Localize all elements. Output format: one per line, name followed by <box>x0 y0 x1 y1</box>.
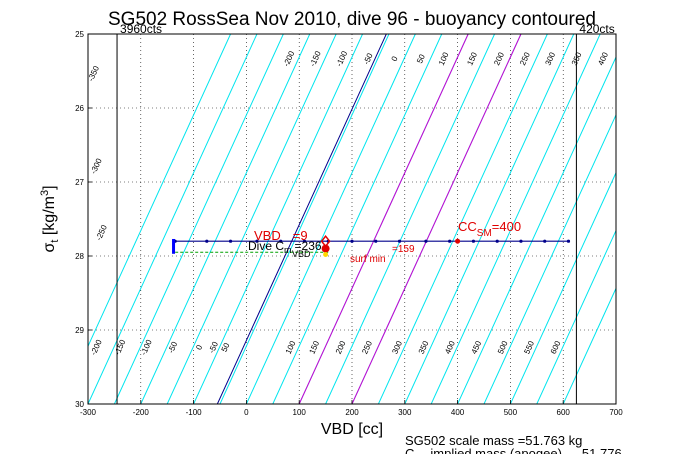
vbd-black-annotation: VBD <box>292 249 311 259</box>
magenta-contour <box>351 34 522 404</box>
x-tick-label: 300 <box>398 408 412 417</box>
contour-lines <box>88 34 616 404</box>
x-tick-label: -300 <box>80 408 97 417</box>
buoyancy-contour <box>377 34 548 404</box>
buoyancy-contour <box>140 34 311 404</box>
x-tick-label: -200 <box>133 408 150 417</box>
buoyancy-contour <box>404 34 575 404</box>
dive-track-point <box>424 239 428 243</box>
vbd-red-value: =159 <box>392 244 415 255</box>
y-tick-label: 28 <box>75 252 84 261</box>
dive-track-point <box>302 239 307 243</box>
surf-min-label: surf min <box>350 254 386 265</box>
contour-label: 450 <box>623 50 637 66</box>
y-axis-label: σt [kg/m3] <box>39 185 61 252</box>
scale-mass-footer: SG502 scale mass =51.763 kg <box>405 433 582 448</box>
dive-track-point <box>566 239 571 243</box>
dot-marker <box>455 238 461 244</box>
buoyancy-contour <box>325 34 496 404</box>
dive-track-point <box>374 239 378 243</box>
x-tick-label: 200 <box>345 408 359 417</box>
buoyancy-contour <box>166 34 337 404</box>
buoyancy-contour <box>113 34 284 404</box>
count-limit-label: 420cts <box>579 22 614 36</box>
x-tick-label: 500 <box>504 408 518 417</box>
count-limit-lines: 3960cts 420cts <box>116 22 615 404</box>
x-tick-label: 400 <box>451 408 465 417</box>
magenta-contour <box>298 34 469 404</box>
dive-track <box>172 238 571 254</box>
dive-track-point <box>255 239 259 243</box>
neutral-buoyancy-line <box>216 34 387 404</box>
star-marker <box>321 244 330 253</box>
dive-track-point <box>205 239 209 243</box>
x-tick-label: 700 <box>609 408 623 417</box>
x-tick-label: 600 <box>557 408 571 417</box>
contour-label: 500 <box>649 50 663 66</box>
dive-cm-annotation: Dive Cm =236 <box>248 239 322 255</box>
dive-track-point <box>279 239 283 243</box>
dive-track-point <box>543 239 547 243</box>
contour-label: 50 <box>415 52 427 64</box>
buoyancy-contour <box>457 55 616 404</box>
count-limit-label: 3960cts <box>120 22 162 36</box>
cc-sm-annotation: CCSM=400 <box>458 219 521 239</box>
y-tick-label: 26 <box>75 104 84 113</box>
x-tick-label: 100 <box>293 408 307 417</box>
buoyancy-contour <box>88 34 258 404</box>
buoyancy-contour <box>245 34 416 404</box>
buoyancy-contour <box>430 34 601 404</box>
y-tick-label: 25 <box>75 30 84 39</box>
buoyancy-contour <box>509 171 616 404</box>
dive-track-point <box>228 239 233 243</box>
y-tick-label: 29 <box>75 326 84 335</box>
vbd-annotation: VBD =9 <box>254 228 308 243</box>
buoyancy-contour <box>562 287 616 404</box>
grid <box>88 34 616 404</box>
annotations: VBD =9 Dive Cm =236 VBD =159 surf min CCSM… <box>248 219 521 265</box>
contour-label: 50 <box>220 341 232 353</box>
contour-label: 0 <box>194 343 204 351</box>
buoyancy-contour <box>483 113 616 404</box>
buoyancy-contour <box>219 34 390 404</box>
contour-label: 0 <box>390 54 400 62</box>
dive-track-point <box>397 239 402 243</box>
y-tick-labels: 25 26 27 28 29 30 <box>75 30 92 409</box>
dive-track-point <box>519 239 523 243</box>
dive-track-point <box>495 239 499 243</box>
chart-title: SG502 RossSea Nov 2010, dive 96 - buoyan… <box>108 9 596 30</box>
markers <box>320 234 461 258</box>
buoyancy-contour <box>272 34 443 404</box>
buoyancy-contour <box>88 34 232 348</box>
x-tick-labels: -300 -200 -100 0 100 200 300 400 500 600 700 <box>80 400 623 417</box>
dive-track-point <box>350 239 354 243</box>
x-axis-label: VBD [cc] <box>321 421 383 438</box>
buoyancy-contour <box>536 229 616 404</box>
dot-marker <box>323 252 329 258</box>
x-tick-label: 0 <box>244 408 249 417</box>
y-tick-label: 30 <box>75 400 84 409</box>
dive-track-point <box>471 239 476 243</box>
x-tick-label: -100 <box>186 408 203 417</box>
buoyancy-contour <box>193 34 364 404</box>
dive-track-point <box>448 239 452 243</box>
y-tick-label: 27 <box>75 178 84 187</box>
